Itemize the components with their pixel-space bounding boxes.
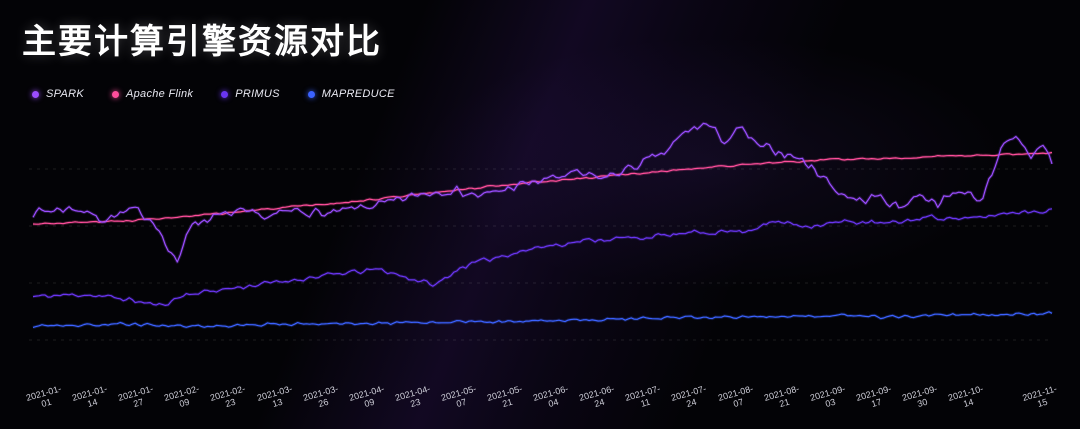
legend-label-spark: SPARK [46,88,84,100]
legend-item-mapreduce[interactable]: MAPREDUCE [307,88,395,100]
legend-dot-mapreduce-icon [307,90,315,98]
legend-label-mapreduce: MAPREDUCE [321,88,395,100]
legend-item-apache-flink[interactable]: Apache Flink [111,88,194,100]
legend-label-apache-flink: Apache Flink [125,88,194,100]
series-line-apache-flink [32,151,1053,225]
legend-item-spark[interactable]: SPARK [32,88,84,100]
series-line-spark [32,122,1053,263]
series-glow-apache-flink [32,150,1053,226]
page-title: 主要计算引擎资源对比 [22,23,382,61]
legend: SPARK Apache Flink PRIMUS MAPREDUCE [32,88,395,100]
series-line-mapreduce [32,311,1053,328]
legend-dot-primus-icon [221,90,229,98]
legend-dot-apache-flink-icon [111,90,119,98]
series-line-primus [32,208,1053,306]
legend-dot-spark-icon [32,90,39,98]
series-glow-spark [31,121,1054,264]
legend-label-primus: PRIMUS [235,88,280,100]
legend-item-primus[interactable]: PRIMUS [221,88,280,100]
series-glow-mapreduce [32,310,1053,329]
